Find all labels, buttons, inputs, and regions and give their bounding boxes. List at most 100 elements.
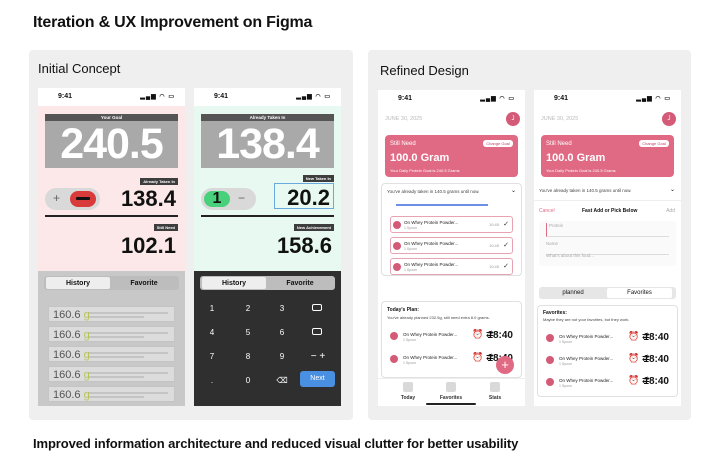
status-bar: 9:41 ▂▄▆ ◠ ▭ [378, 90, 525, 108]
key-6[interactable]: 6 [279, 328, 285, 337]
new-value-input[interactable]: 20.2 [274, 183, 334, 210]
chevron-down-icon[interactable]: ⌄ [669, 187, 675, 193]
history-row[interactable]: 160.6 g [48, 366, 175, 382]
alarm-clock-icon: ⏰ [628, 375, 640, 385]
favorites-section: Favorites: Maybe they are not your favor… [537, 305, 678, 397]
change-goal-button[interactable]: Change Goal [483, 140, 513, 147]
signal-wifi-battery-icon: ▂▄▆ ◠ ▭ [140, 94, 175, 100]
tab-history[interactable]: History [46, 277, 110, 289]
minus-active-button[interactable] [70, 191, 96, 207]
favorites-note: Maybe they are not your favorites, but t… [543, 317, 630, 322]
stepper-control[interactable]: 1 − [201, 188, 256, 210]
plus-minus-key[interactable]: − + [310, 351, 326, 362]
status-time: 9:41 [58, 93, 73, 100]
cancel-button[interactable]: Cancel [539, 208, 555, 214]
repeat-icon: ⇄ [486, 329, 494, 339]
stats-icon[interactable] [490, 382, 500, 392]
repeat-icon: ⇄ [486, 352, 494, 362]
signal-wifi-battery-icon: ▂▄▆ ◠ ▭ [480, 96, 515, 102]
status-time: 9:41 [214, 93, 229, 100]
key-4[interactable]: 4 [209, 328, 215, 337]
avatar[interactable]: J [506, 112, 520, 126]
tab-planned[interactable]: planned [562, 290, 584, 296]
change-goal-button[interactable]: Change Goal [639, 140, 669, 147]
repeat-icon: ⇄ [642, 375, 650, 385]
backspace-key[interactable]: ⌫ [276, 376, 288, 385]
key-9[interactable]: 9 [279, 352, 285, 361]
key-8[interactable]: 8 [245, 352, 251, 361]
goal-note: Your Daily Protein Goal is 240.5 Grams [390, 168, 460, 173]
add-button[interactable]: Add [666, 208, 675, 214]
plan-item[interactable]: On Whey Protein Powder...1 Spoon⏰⇄18:40 [390, 329, 515, 343]
check-icon: ✓ [503, 242, 509, 249]
key-dot[interactable]: . [210, 376, 214, 385]
goal-note: Your Daily Protein Goal is 240.5 Grams [546, 168, 616, 173]
plan-title: Today's Plan: [387, 307, 419, 313]
status-bar: 9:41 ▂▄▆ ◠ ▭ [534, 90, 681, 108]
list-item[interactable]: On Whey Protein Powder... 1 Spoon 10:45 ✓ [390, 258, 513, 275]
taken-label: Already Taken In [140, 178, 178, 185]
description-field[interactable]: What's about this food... [546, 253, 595, 258]
emoji-key-icon[interactable] [312, 304, 322, 311]
tab-favorite[interactable]: Favorite [286, 279, 314, 287]
favorite-item[interactable]: On Whey Protein Powder... 1 Spoon ⏰ ⇄ 18:40 [546, 331, 671, 345]
history-row[interactable]: 160.6 g [48, 306, 175, 322]
add-fab[interactable]: + [496, 356, 514, 374]
tab-favorite[interactable]: Favorite [130, 279, 158, 287]
key-3[interactable]: 3 [279, 304, 285, 313]
today-icon[interactable] [403, 382, 413, 392]
stepper-control[interactable]: + [45, 188, 100, 210]
goal-value: 240.5 [45, 121, 178, 168]
history-row[interactable]: 160.6 g [48, 326, 175, 342]
progress-bar [396, 204, 488, 206]
refined-design-panel: Refined Design 9:41 ▂▄▆ ◠ ▭ JUNE 30, 202… [368, 50, 691, 420]
amount-value: 100.0 Gram [390, 152, 450, 164]
chevron-down-icon[interactable]: ⌄ [510, 188, 516, 194]
minus-button[interactable]: − [238, 191, 246, 205]
taken-label: Already Taken In [201, 114, 334, 121]
still-need-label: Still Need [546, 141, 572, 147]
key-0[interactable]: 0 [245, 376, 251, 385]
phone-initial-home: 9:41 ▂▄▆ ◠ ▭ Your Goal 240.5 + Already T… [38, 88, 185, 406]
name-field[interactable]: Name [546, 241, 669, 255]
history-row[interactable]: 160.6 g [48, 346, 175, 362]
panel-title: Initial Concept [38, 61, 121, 76]
plus-active-button[interactable]: 1 [204, 191, 230, 207]
favorite-item[interactable]: On Whey Protein Powder... 1 Spoon ⏰ ⇄ 18:40 [546, 353, 671, 367]
avatar[interactable]: J [662, 112, 676, 126]
key-5[interactable]: 5 [245, 328, 251, 337]
date-label: JUNE 30, 2025 [541, 116, 579, 122]
next-button[interactable]: Next [300, 371, 335, 387]
history-row[interactable]: 160.6 g [48, 386, 175, 402]
favorites-icon[interactable] [446, 382, 456, 392]
still-need-label: Still Need [390, 141, 416, 147]
minus-button[interactable]: + [53, 191, 61, 205]
divider [45, 215, 178, 217]
status-bar: 9:41 ▂▄▆ ◠ ▭ [38, 88, 185, 106]
new-label: New Taken In [302, 175, 334, 182]
contact-key-icon[interactable] [312, 328, 322, 335]
key-7[interactable]: 7 [209, 352, 215, 361]
signal-wifi-battery-icon: ▂▄▆ ◠ ▭ [636, 96, 671, 102]
achieve-value: 158.6 [276, 233, 332, 258]
protein-field[interactable]: Protein [546, 223, 669, 237]
tab-history[interactable]: History [202, 277, 266, 289]
key-2[interactable]: 2 [245, 304, 251, 313]
page-heading: Iteration & UX Improvement on Figma [33, 14, 313, 31]
nav-stats[interactable]: Stats [488, 395, 502, 401]
list-item[interactable]: On Whey Protein Powder... 1 Spoon 10:45 ✓ [390, 237, 513, 254]
history-area: History Favorite 160.6 g 160.6 g 160.6 g… [38, 271, 185, 406]
nav-favorites[interactable]: Favorites [439, 395, 463, 401]
history-tabs: History Favorite [44, 276, 179, 290]
nav-today[interactable]: Today [400, 395, 416, 401]
taken-note: You've already taken in 140.5 grams unti… [539, 188, 632, 193]
favorite-item[interactable]: On Whey Protein Powder... 1 Spoon ⏰ ⇄ 18:40 [546, 375, 671, 389]
key-1[interactable]: 1 [209, 304, 215, 313]
taken-section: You've already taken in 140.5 grams unti… [381, 183, 522, 276]
status-time: 9:41 [398, 95, 413, 102]
repeat-icon: ⇄ [642, 353, 650, 363]
tab-favorites[interactable]: Favorites [607, 288, 672, 298]
list-item[interactable]: On Whey Protein Powder... 1 Spoon 10:45 ✓ [390, 216, 513, 233]
goal-card: Still Need Change Goal 100.0 Gram Your D… [385, 135, 518, 177]
sheet-tabs: planned Favorites [539, 287, 676, 299]
